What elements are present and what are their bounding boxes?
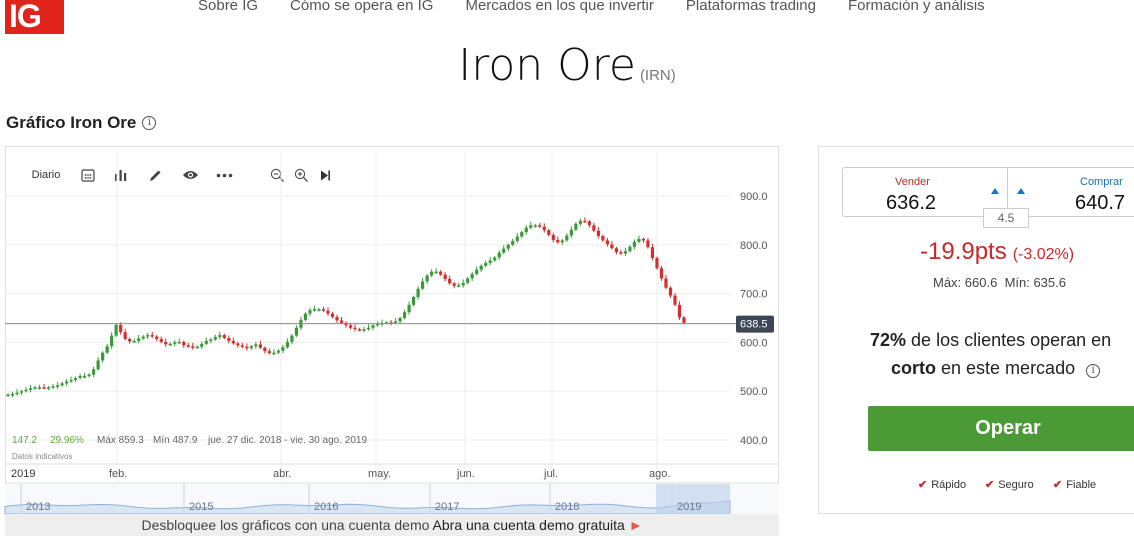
day-high: Máx: 660.6	[933, 275, 998, 290]
chart-heading-label: Gráfico Iron Ore	[6, 113, 137, 132]
demo-unlock-banner: Desbloquee los gráficos con una cuenta d…	[5, 514, 779, 536]
buy-label: Comprar	[1080, 176, 1123, 188]
chart-container	[5, 146, 779, 536]
client-sentiment: 72% de los clientes operan en corto en e…	[870, 326, 1111, 382]
sell-price-box[interactable]: Vender 636.2	[842, 167, 1008, 217]
nav-item-formacion[interactable]: Formación y análisis	[847, 0, 985, 14]
market-symbol: (IRN)	[639, 67, 676, 84]
ig-logo[interactable]: IG	[5, 0, 64, 34]
sell-label: Vender	[895, 176, 930, 188]
arrow-right-icon: ►	[628, 517, 643, 533]
trade-panel	[818, 146, 1134, 514]
feature-rapido: ✔ Rápido	[918, 479, 967, 491]
zoom-in-icon[interactable]	[293, 167, 309, 183]
buy-price: 640.7	[1075, 192, 1126, 214]
sentiment-percent: 72%	[870, 330, 907, 350]
operar-button[interactable]: Operar	[868, 406, 1134, 451]
check-icon: ✔	[918, 479, 928, 491]
day-low: Mín: 635.6	[1004, 275, 1066, 290]
nav-item-como-se-opera[interactable]: Cómo se opera en IG	[290, 0, 434, 14]
market-name: Iron Ore	[458, 40, 636, 91]
sentiment-line2: en este mercado	[941, 358, 1076, 378]
change-percent: (-3.02%)	[1012, 246, 1075, 263]
nav-item-plataformas[interactable]: Plataformas trading	[685, 0, 816, 14]
sell-up-arrow-icon	[991, 188, 999, 194]
sentiment-direction: corto	[891, 358, 936, 378]
calendar-icon[interactable]	[80, 167, 96, 183]
nav-item-sobre-ig[interactable]: Sobre IG	[198, 0, 259, 14]
sell-price: 636.2	[886, 192, 937, 214]
open-demo-link[interactable]: Abra una cuenta demo gratuita	[432, 517, 625, 533]
skip-end-icon[interactable]	[318, 167, 332, 183]
more-icon[interactable]	[215, 167, 233, 183]
unlock-text: Desbloquee los gráficos con una cuenta d…	[141, 517, 433, 533]
buy-up-arrow-icon	[1017, 188, 1025, 194]
check-icon: ✔	[985, 479, 995, 491]
day-range: Máx: 660.6 Mín: 635.6	[933, 275, 1066, 290]
sentiment-info-icon[interactable]: i	[1086, 364, 1101, 378]
check-icon: ✔	[1053, 479, 1063, 491]
bar-chart-icon[interactable]	[113, 167, 129, 183]
zoom-out-icon[interactable]	[269, 167, 285, 183]
eye-icon[interactable]	[181, 167, 199, 183]
nav-item-mercados[interactable]: Mercados en los que invertir	[465, 0, 654, 14]
interval-selector[interactable]: Diario	[31, 169, 61, 181]
page-title: Iron Ore (IRN)	[0, 40, 1134, 91]
change-points: -19.9pts	[920, 238, 1007, 265]
spread-value: 4.5	[983, 208, 1029, 228]
feature-seguro: ✔ Seguro	[985, 479, 1034, 491]
chart-heading: Gráfico Iron Ore i	[6, 113, 157, 133]
info-icon[interactable]: i	[142, 116, 157, 130]
buy-price-box[interactable]: Comprar 640.7	[1007, 167, 1134, 217]
feature-fiable: ✔ Fiable	[1053, 479, 1097, 491]
chart-toolbar: Diario	[30, 167, 332, 183]
price-change: -19.9pts (-3.02%)	[920, 238, 1074, 266]
sentiment-line1: de los clientes operan en	[911, 330, 1112, 350]
top-nav: Sobre IG Cómo se opera en IG Mercados en…	[198, 0, 985, 14]
pencil-icon[interactable]	[147, 167, 163, 183]
